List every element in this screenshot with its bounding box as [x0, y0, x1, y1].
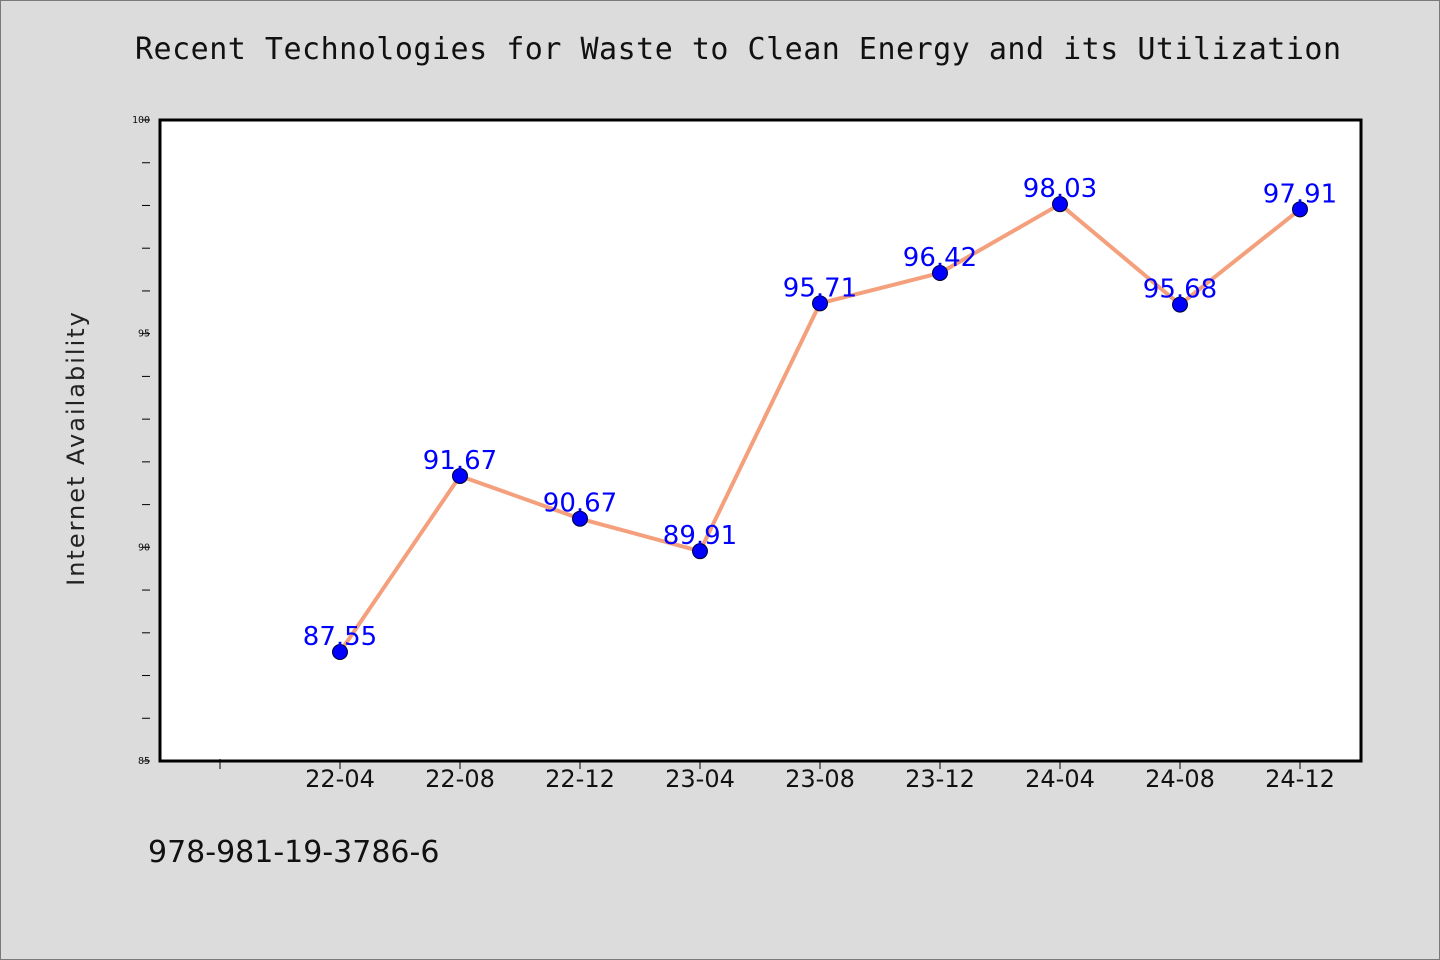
data-label: 97.91 [1263, 179, 1337, 209]
data-label: 87.55 [303, 622, 377, 652]
data-label: 91.67 [423, 446, 497, 476]
plot-border [158, 118, 1363, 763]
y-tick-label: 100 [132, 115, 150, 126]
y-tick-label: 85 [138, 756, 150, 767]
data-point [332, 644, 348, 661]
x-tick-label: 22-04 [305, 765, 375, 793]
x-tick-label: 23-04 [665, 765, 735, 793]
data-label: 90.67 [543, 489, 617, 519]
data-label: 95.68 [1143, 275, 1217, 305]
x-tick-label: 23-12 [905, 765, 975, 793]
data-label: 95.71 [783, 273, 857, 303]
data-label: 89.91 [663, 521, 737, 551]
data-labels: 87.55 91.67 90.67 89.91 95.71 96.42 98.03 95.68… [303, 174, 1337, 652]
data-point [1292, 201, 1308, 218]
data-point [572, 510, 588, 527]
data-point [1052, 196, 1068, 213]
data-label: 98.03 [1023, 174, 1097, 204]
x-tick-label: 22-12 [545, 765, 615, 793]
x-axis-ticks: 22-04 22-08 22-12 23-04 23-08 23-12 24-04 24-08… [219, 759, 1335, 793]
footer-isbn: 978-981-19-3786-6 [148, 835, 440, 870]
data-point [692, 543, 708, 560]
x-tick-label: 24-04 [1025, 765, 1095, 793]
plot-area [160, 120, 1361, 761]
data-point [932, 264, 948, 281]
x-tick-label: 23-08 [785, 765, 855, 793]
data-point [452, 467, 468, 484]
x-tick-label: 24-12 [1265, 765, 1335, 793]
chart-title: Recent Technologies for Waste to Clean E… [135, 32, 1342, 67]
data-point [812, 295, 828, 312]
data-point [1172, 296, 1188, 313]
y-tick-label: 90 [138, 542, 150, 553]
y-tick-label: 95 [138, 329, 150, 340]
x-tick-label: 22-08 [425, 765, 495, 793]
data-markers [332, 196, 1308, 661]
x-tick-label: 24-08 [1145, 765, 1215, 793]
y-axis-ticks: 85 90 95 100 [132, 115, 150, 767]
data-label: 96.42 [903, 243, 977, 273]
